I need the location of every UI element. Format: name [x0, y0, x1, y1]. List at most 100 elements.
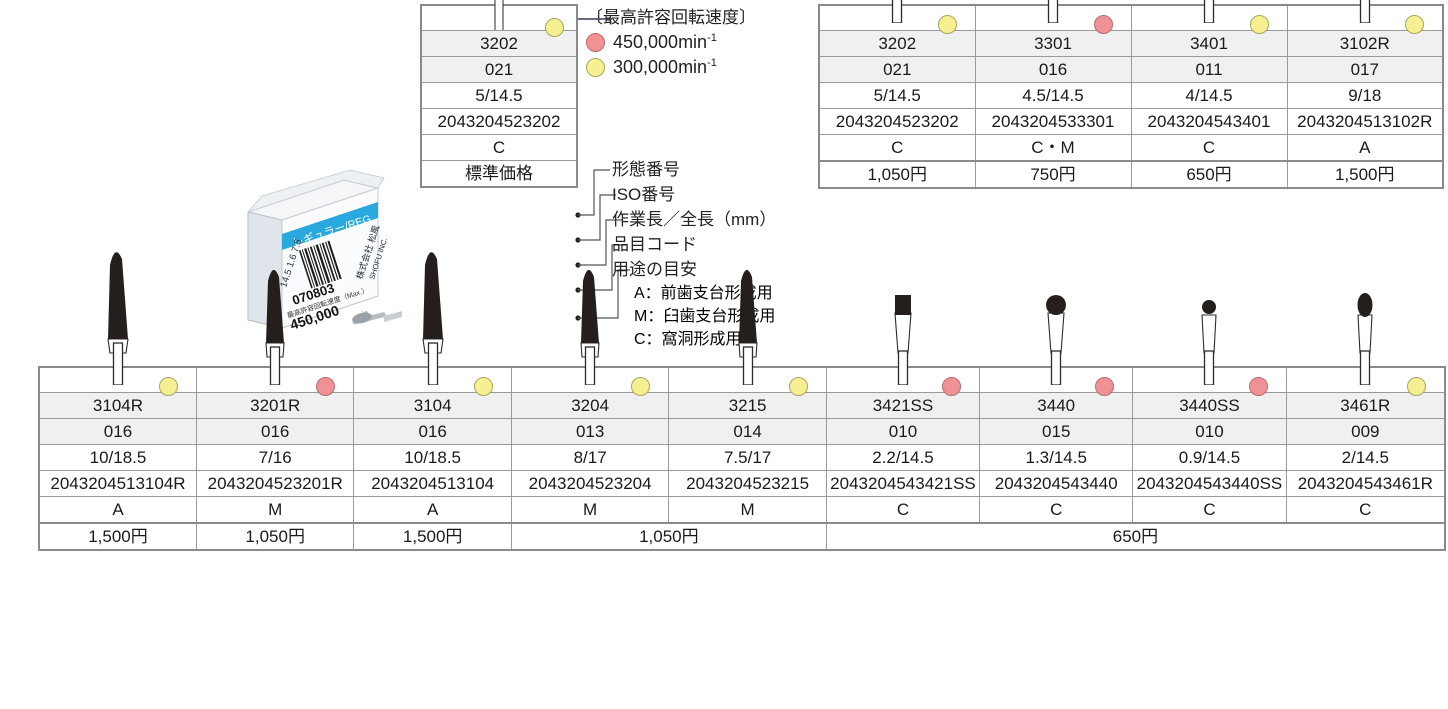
usage-cell: M [195, 495, 355, 523]
length-cell: 4/14.5 [1130, 81, 1288, 109]
iso-no-row: 016 016 016 013 014 010 015 010 009 [38, 417, 1446, 445]
iso-no-cell: 016 [353, 417, 512, 445]
bur-picture-cell [1285, 292, 1446, 396]
iso-no-cell: 011 [1130, 55, 1288, 83]
bur-picture-cell [818, 0, 976, 34]
legend-label-yellow: 300,000min-1 [613, 57, 717, 77]
legend-label-red: 450,000min-1 [613, 32, 717, 52]
length-cell: 2/14.5 [1285, 443, 1446, 471]
bur-picture-cell [510, 269, 670, 396]
item-code-cell: 2043204523215 [668, 469, 827, 497]
price-cell: 750円 [974, 159, 1132, 188]
item-code-cell: 2043204523202 [818, 107, 976, 135]
yellow-speed-dot-icon [631, 377, 651, 396]
price-row: 1,050円 750円 650円 1,500円 [818, 159, 1444, 188]
item-code-cell: 2043204543440SS [1132, 469, 1287, 497]
iso-no-cell: 010 [1132, 417, 1287, 445]
shape-no-cell: 3401 [1130, 29, 1288, 57]
item-code-cell: 2043204523201R [195, 469, 355, 497]
red-speed-dot-icon [1248, 377, 1268, 396]
usage-cell: M [510, 495, 670, 523]
price-cell: 1,500円 [1286, 159, 1444, 188]
product-box-photo: レギュラー/REG 14.5 1.6 7.5 株式会社 松風 SHOFU INC… [232, 168, 418, 343]
length-cell: 10/18.5 [353, 443, 512, 471]
length-cell: 8/17 [510, 443, 670, 471]
yellow-speed-dot-icon [586, 58, 605, 77]
price-cell: 1,050円 [818, 159, 976, 188]
yellow-speed-dot-icon [1249, 15, 1269, 34]
iso-no-cell: 015 [979, 417, 1134, 445]
price-cell: 1,050円 [195, 521, 355, 550]
shape-no-cell: 3440SS [1132, 391, 1287, 419]
price-cell: 1,500円 [38, 521, 197, 550]
sample-price-label: 標準価格 [420, 159, 578, 187]
usage-cell: C [1285, 495, 1446, 523]
yellow-speed-dot-icon [937, 15, 957, 34]
length-row: 10/18.5 7/16 10/18.5 8/17 7.5/17 2.2/14.5 1.3/… [38, 443, 1446, 471]
bur-picture-cell [974, 0, 1132, 34]
usage-cell: A [38, 495, 197, 523]
sample-item-code: 2043204523202 [420, 107, 578, 135]
price-cell: 650円 [1130, 159, 1288, 188]
callout-item-code: 品目コード [612, 235, 697, 254]
item-code-cell: 2043204543401 [1130, 107, 1288, 135]
usage-row: C C・M C A [818, 133, 1444, 161]
red-speed-dot-icon [316, 377, 336, 396]
shape-no-cell: 3204 [510, 391, 670, 419]
callout-leader-lines [575, 18, 630, 321]
yellow-speed-dot-icon [545, 18, 564, 37]
shape-no-cell: 3102R [1286, 29, 1444, 57]
bottom-spec-table: 3104R 3201R 3104 3204 3215 3421SS 3440 3440SS 34… [38, 251, 1446, 551]
sample-iso-no: 021 [420, 55, 578, 83]
bur-picture-cell [38, 251, 197, 396]
red-speed-dot-icon [586, 33, 605, 52]
usage-cell: A [1286, 133, 1444, 161]
iso-no-cell: 016 [195, 417, 355, 445]
length-cell: 1.3/14.5 [979, 443, 1134, 471]
usage-cell: C・M [974, 133, 1132, 161]
red-speed-dot-icon [1093, 15, 1113, 34]
iso-no-cell: 021 [818, 55, 976, 83]
item-code-row: 2043204513104R 2043204523201R 204320451310… [38, 469, 1446, 497]
bur-illustration-long-pointed-taper [68, 235, 168, 392]
bur-picture-cell [1132, 299, 1287, 396]
length-row: 5/14.5 4.5/14.5 4/14.5 9/18 [818, 81, 1444, 109]
price-cell: 1,500円 [353, 521, 512, 550]
bur-illustration-long-pointed-taper [383, 235, 483, 392]
bur-picture-cell [825, 294, 981, 396]
bur-illustration-mid-pointed-taper [540, 235, 640, 392]
bur-picture-cell [979, 294, 1134, 396]
shape-no-cell: 3301 [974, 29, 1132, 57]
picture-row [38, 251, 1446, 396]
yellow-speed-dot-icon [473, 377, 493, 396]
usage-cell: C [825, 495, 981, 523]
iso-no-cell: 013 [510, 417, 670, 445]
bur-picture-cell [195, 269, 355, 396]
shape-no-cell: 3421SS [825, 391, 981, 419]
iso-no-cell: 010 [825, 417, 981, 445]
usage-cell: A [353, 495, 512, 523]
bur-illustration-inverted-cone [853, 235, 953, 392]
iso-no-cell: 016 [38, 417, 197, 445]
shape-no-row: 3104R 3201R 3104 3204 3215 3421SS 3440 3440SS 34… [38, 391, 1446, 419]
callout-usage: 用途の目安 [612, 260, 697, 279]
item-code-cell: 2043204513104 [353, 469, 512, 497]
length-cell: 10/18.5 [38, 443, 197, 471]
shape-no-row: 3202 3301 3401 3102R [818, 29, 1444, 57]
speed-legend: 〔最高許容回転速度〕 450,000min-1 300,000min-1 [586, 8, 756, 78]
price-row: 1,500円 1,050円 1,500円 1,050円 650円 [38, 521, 1446, 550]
bur-illustration-mid-pointed-taper [698, 235, 798, 392]
item-code-cell: 2043204543421SS [825, 469, 981, 497]
length-cell: 7.5/17 [668, 443, 827, 471]
iso-no-cell: 009 [1285, 417, 1446, 445]
yellow-speed-dot-icon [1407, 377, 1426, 396]
top-spec-table: 3202 3301 3401 3102R 021 016 011 017 5/14.5 4.5/1… [818, 0, 1444, 189]
red-speed-dot-icon [942, 377, 962, 396]
item-code-cell: 2043204543440 [979, 469, 1134, 497]
shape-no-cell: 3461R [1285, 391, 1446, 419]
length-cell: 9/18 [1286, 81, 1444, 109]
bur-illustration-round-ball-small [1159, 235, 1259, 392]
price-cell: 650円 [825, 521, 1446, 550]
price-cell: 1,050円 [510, 521, 827, 550]
